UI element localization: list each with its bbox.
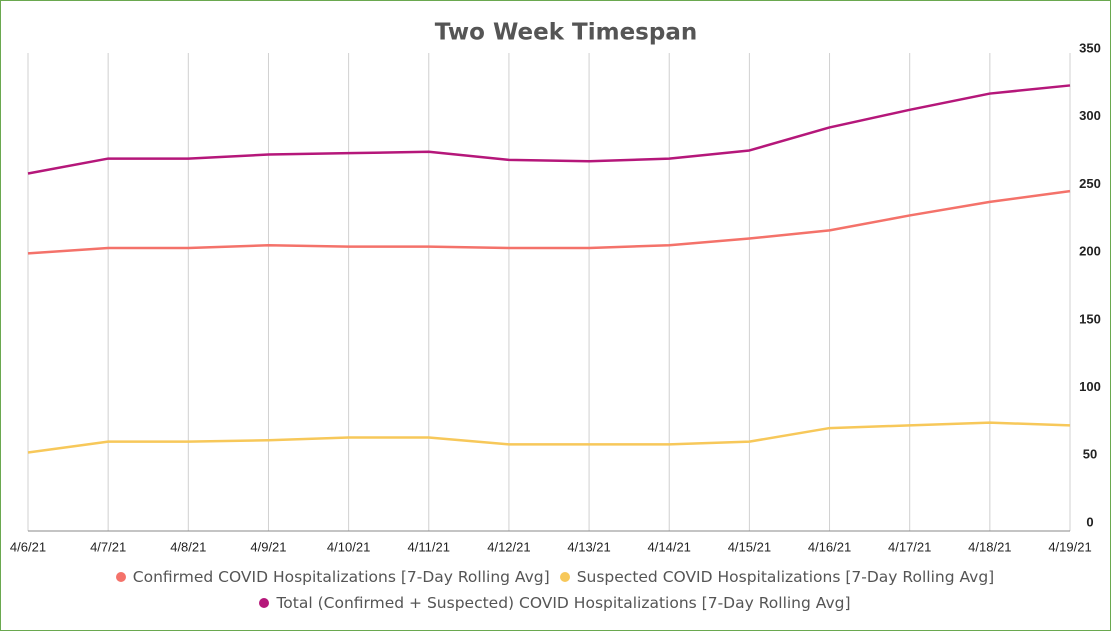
- legend: Confirmed COVID Hospitalizations [7-Day …: [70, 568, 1040, 612]
- legend-item: Suspected COVID Hospitalizations [7-Day …: [559, 568, 995, 586]
- x-tick-label: 4/12/21: [487, 539, 530, 554]
- y-tick-label: 0: [1086, 514, 1093, 529]
- x-tick-label: 4/6/21: [10, 539, 46, 554]
- y-tick-label: 150: [1079, 311, 1101, 326]
- y-tick-label: 300: [1079, 108, 1101, 123]
- x-tick-label: 4/18/21: [968, 539, 1011, 554]
- line-series: [27, 421, 1071, 454]
- x-tick-label: 4/13/21: [567, 539, 610, 554]
- x-tick-label: 4/9/21: [250, 539, 286, 554]
- x-tick-label: 4/15/21: [728, 539, 771, 554]
- legend-marker: [559, 572, 570, 582]
- legend-label: Suspected COVID Hospitalizations [7-Day …: [576, 568, 995, 586]
- x-tick-label: 4/8/21: [170, 539, 206, 554]
- x-tick-label: 4/7/21: [90, 539, 126, 554]
- y-tick-label: 350: [1079, 40, 1101, 55]
- y-tick-label: 200: [1079, 244, 1101, 259]
- chart-title: Two Week Timespan: [435, 20, 697, 46]
- y-tick-label: 50: [1083, 447, 1097, 462]
- x-tick-label: 4/17/21: [888, 539, 931, 554]
- legend-label: Confirmed COVID Hospitalizations [7-Day …: [132, 568, 550, 586]
- x-tick-label: 4/19/21: [1048, 539, 1091, 554]
- y-tick-label: 100: [1079, 379, 1101, 394]
- y-tick-label: 250: [1079, 176, 1101, 191]
- legend-marker: [259, 598, 270, 608]
- x-tick-label: 4/10/21: [327, 539, 370, 554]
- legend-marker: [115, 572, 126, 582]
- line-series: [27, 84, 1071, 175]
- legend-item: Total (Confirmed + Suspected) COVID Hosp…: [259, 594, 851, 612]
- x-tick-label: 4/14/21: [648, 539, 691, 554]
- line-series: [27, 189, 1071, 255]
- legend-item: Confirmed COVID Hospitalizations [7-Day …: [115, 568, 550, 586]
- x-tick-label: 4/16/21: [808, 539, 851, 554]
- legend-label: Total (Confirmed + Suspected) COVID Hosp…: [276, 594, 851, 612]
- x-tick-label: 4/11/21: [408, 539, 450, 554]
